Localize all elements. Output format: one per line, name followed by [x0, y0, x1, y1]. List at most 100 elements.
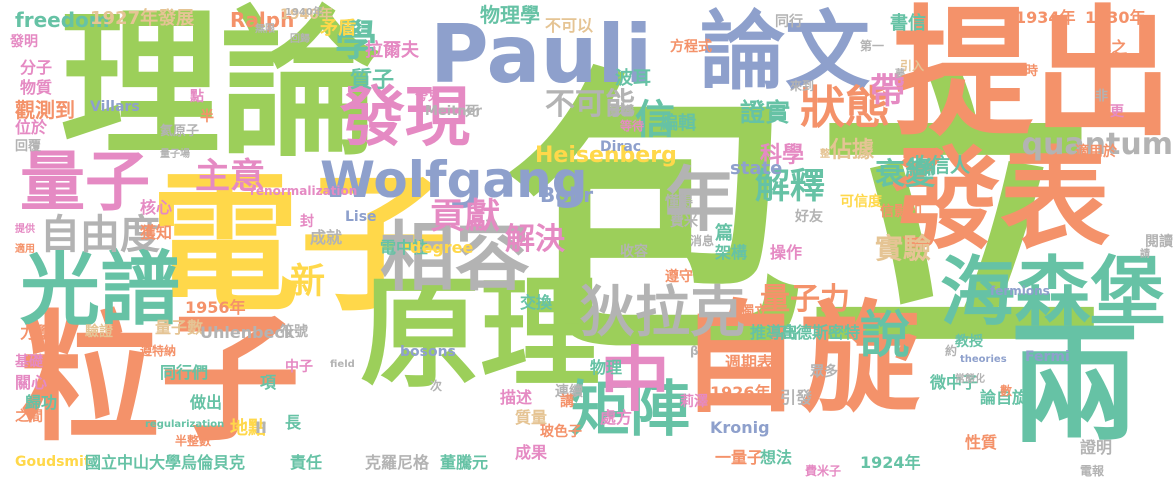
word-66: 分子	[20, 58, 53, 77]
word-106: 基礎	[15, 354, 43, 370]
word-38: 新	[290, 262, 326, 302]
word-132: 論自旋	[980, 388, 1029, 407]
word-22: 年	[665, 159, 735, 241]
word-63: 1934年	[1015, 8, 1076, 27]
word-15: 狄拉克	[580, 280, 746, 344]
word-78: 信影印	[880, 204, 922, 220]
word-17: 量子	[20, 145, 151, 220]
word-61: Meitner	[425, 104, 482, 119]
word-128: 引發	[780, 388, 813, 407]
word-84: degree	[410, 238, 474, 257]
word-8: 兩	[1010, 309, 1141, 461]
word-147: 數	[1000, 384, 1013, 398]
word-16: 發現	[340, 80, 471, 155]
word-81: 成就	[310, 228, 343, 247]
word-130: 週期表	[725, 353, 774, 372]
word-32: 衰變	[875, 157, 935, 192]
word-173: 請	[1140, 249, 1150, 260]
word-155: 稱之	[1095, 38, 1128, 57]
word-150: 費米子	[805, 464, 842, 478]
word-45: state	[730, 158, 783, 179]
word-25: 狀態	[800, 81, 891, 134]
word-104: 驗證	[85, 324, 113, 340]
word-145: II	[255, 418, 267, 437]
word-91: 核心	[140, 198, 173, 217]
word-85: 收容	[620, 244, 648, 260]
word-171: theories	[960, 354, 1007, 365]
word-80: 好友	[795, 209, 823, 225]
word-44: 科學	[760, 143, 805, 168]
word-118: 責任	[290, 453, 323, 472]
word-88: 操作	[770, 243, 803, 262]
word-18: 矩陣	[570, 375, 690, 445]
word-100: 量子數	[155, 318, 204, 337]
word-2: 電子	[150, 158, 451, 332]
word-117: 國立中山大學烏倫貝克	[85, 453, 246, 472]
word-126: Kronig	[710, 418, 770, 437]
word-23: 說	[860, 306, 910, 364]
word-42: Bohr	[540, 183, 594, 207]
word-89: 消息	[690, 234, 715, 248]
word-144: β	[690, 344, 699, 358]
word-40: 拉爾夫	[365, 40, 419, 61]
word-49: 1927年發展	[90, 8, 195, 29]
word-170: regularization	[145, 419, 225, 430]
word-167: 次	[430, 379, 443, 393]
word-70: 回覆	[15, 139, 42, 154]
word-54: 同行	[775, 14, 803, 30]
word-5: 理論	[60, 0, 381, 178]
word-1: 包立	[505, 45, 1105, 394]
word-107: 關心	[15, 373, 48, 392]
word-94: 交換	[520, 293, 553, 312]
word-43: 收信人	[910, 153, 970, 177]
word-68: 觀測到	[15, 98, 75, 122]
word-6: 提出	[892, 0, 1173, 156]
word-97: 高德斯密特	[780, 323, 861, 342]
word-87: 架構	[715, 243, 748, 262]
word-156: 非	[1095, 89, 1109, 104]
word-105: 適用於	[1075, 144, 1117, 160]
word-33: 實驗	[875, 232, 932, 265]
word-62: 1940年	[280, 7, 333, 23]
word-148: 證明	[1080, 438, 1113, 457]
word-50: Ralph	[230, 8, 295, 32]
word-125: 微中子	[930, 373, 979, 392]
word-71: 氦原子	[160, 124, 200, 139]
word-157: 更	[1110, 104, 1124, 120]
word-53: 不可以	[545, 16, 594, 35]
word-99: 1956年	[185, 298, 246, 317]
word-21: 自由度	[40, 212, 160, 258]
word-9: 發表	[890, 136, 1110, 264]
word-174: 遵特納	[140, 344, 177, 358]
word-101: Uhlenbeck	[200, 323, 295, 342]
word-154: 時	[1025, 64, 1039, 79]
word-111: 做出	[190, 393, 223, 412]
word-26: 不可能	[545, 87, 635, 122]
word-96: 推導出	[750, 323, 799, 342]
word-116: Goudsmit	[15, 454, 91, 470]
word-114: 地點	[230, 418, 266, 439]
word-176: 1940年	[285, 7, 323, 18]
word-75: Dirac	[600, 139, 642, 155]
word-28: 主意	[195, 157, 266, 197]
word-160: 無限	[255, 24, 275, 35]
word-140: 質量	[515, 408, 548, 427]
word-169: field	[330, 359, 355, 370]
word-175: 夢	[895, 69, 905, 80]
word-153: 來到	[790, 79, 815, 93]
word-136: 中子	[285, 359, 313, 375]
word-4: 粒子	[20, 298, 301, 461]
word-92: 獲知	[140, 223, 173, 242]
word-121: 成果	[515, 443, 548, 462]
word-47: 書信	[890, 13, 926, 34]
word-149: 電報	[1080, 464, 1105, 478]
word-13: 光譜	[20, 243, 180, 336]
word-39: 質子	[350, 68, 395, 93]
word-46: 佔據	[830, 138, 875, 163]
word-127: 1926年	[710, 383, 771, 402]
word-57: 編輯	[660, 113, 696, 134]
word-12: 海森堡	[940, 248, 1166, 336]
word-115: 半整數	[175, 434, 212, 448]
word-31: 解釋	[755, 167, 826, 207]
word-27: quantum	[1021, 127, 1173, 162]
